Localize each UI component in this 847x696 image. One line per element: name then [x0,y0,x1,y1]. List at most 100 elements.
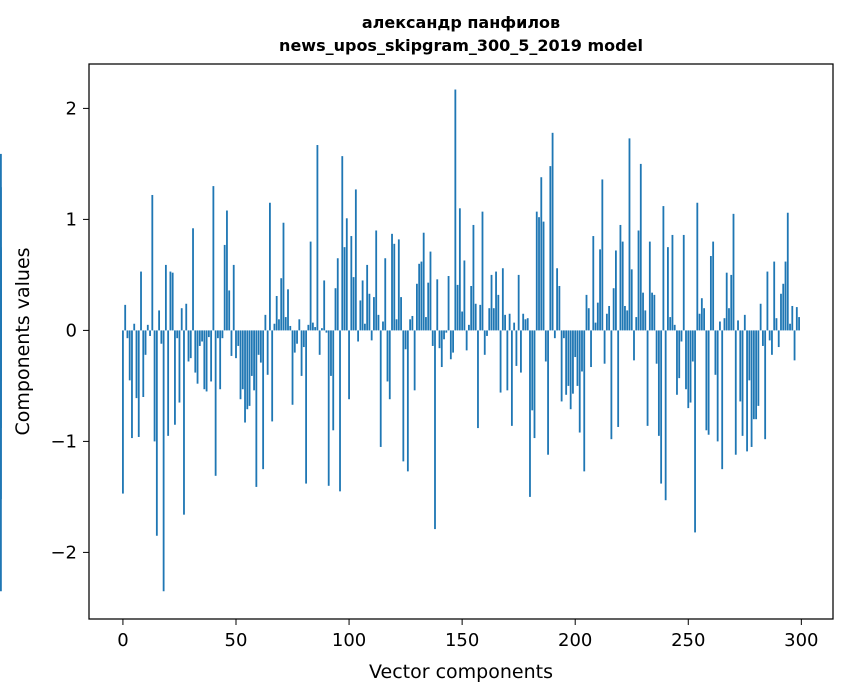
bar-27 [183,330,185,515]
bar-75 [291,330,294,405]
bar-129 [413,330,416,391]
bar-217 [612,288,615,331]
bar-7 [137,330,140,437]
bar-80 [302,330,305,348]
bar-143 [445,330,448,333]
bar-297 [793,330,796,361]
bar-76 [293,330,296,353]
bar-285 [766,271,769,331]
bar-239 [662,206,665,331]
bar-23 [174,330,176,425]
bar-174 [515,330,518,366]
bar-261 [712,241,715,331]
bar-90 [325,330,328,333]
bar-10 [144,330,147,355]
bar-281 [757,330,760,406]
bar-190 [551,132,554,331]
y-tick-label-0: 0 [66,320,77,341]
bar-100 [348,330,350,400]
bar-173 [513,322,516,331]
bar-228 [637,230,640,331]
bar-36 [203,330,206,390]
bar-294 [786,212,789,331]
bar-69 [278,319,280,331]
bar-282 [759,303,762,331]
bar-206 [587,308,590,331]
bar-164 [492,308,495,331]
bar-19 [164,264,167,331]
bar-56 [248,330,251,406]
bar-151 [463,260,466,331]
bar-252 [691,330,694,362]
bar-141 [440,330,443,368]
bar-211 [599,249,601,331]
bar-140 [438,330,441,349]
bar-41 [214,330,217,476]
bar-183 [535,211,538,331]
bar-133 [422,232,425,331]
bar-101 [350,236,353,331]
bar-undefined [0,289,2,331]
bar-58 [253,330,255,391]
bar-46 [226,210,228,331]
bar-295 [789,323,791,331]
bar-253 [694,330,696,533]
bar-287 [771,330,773,355]
bar-undefined [0,153,2,331]
bar-123 [400,297,402,331]
bar-219 [617,330,620,427]
bar-146 [452,330,454,353]
bar-226 [633,330,635,361]
bar-191 [553,330,556,339]
y-tick-label--2: −2 [50,542,77,563]
bar-21 [169,271,172,331]
bar-51 [237,330,240,346]
bar-85 [314,327,317,331]
bar-120 [393,243,396,331]
bar-125 [404,330,407,350]
bar-286 [768,330,771,341]
bar-181 [531,330,534,411]
bar-256 [700,298,703,331]
bar-233 [648,241,651,331]
bar-9 [142,330,145,397]
bar-205 [585,294,588,331]
bar-182 [533,330,536,439]
bar-230 [642,292,644,331]
bar-179 [526,318,529,331]
bar-212 [601,179,604,331]
bar-44 [221,330,224,339]
bar-137 [431,330,434,346]
bar-64 [266,330,269,375]
bar-175 [517,274,520,331]
bar-122 [397,239,400,331]
bar-15 [155,330,158,536]
bar-82 [307,324,310,331]
bar-43 [219,330,222,390]
bar-263 [716,330,719,442]
bar-273 [739,330,742,402]
x-tick-label-0: 0 [117,630,128,651]
bar-8 [140,271,142,331]
bar-216 [610,330,613,440]
bar-243 [671,234,674,331]
bar-172 [510,330,513,426]
bar-115 [382,321,384,331]
bar-20 [167,330,170,436]
bar-196 [565,330,568,395]
bar-95 [336,258,339,331]
bar-236 [655,330,658,364]
bar-77 [296,330,298,344]
bar-13 [151,194,154,331]
bar-160 [483,330,486,355]
bar-178 [524,319,527,331]
bar-117 [386,330,389,382]
x-tick-label-50: 50 [225,630,248,651]
bar-96 [339,330,341,492]
bar-79 [300,330,303,376]
bar-121 [395,319,398,331]
bar-255 [698,313,701,331]
bar-167 [499,330,502,393]
bar-55 [246,330,249,410]
bar-214 [605,313,608,331]
